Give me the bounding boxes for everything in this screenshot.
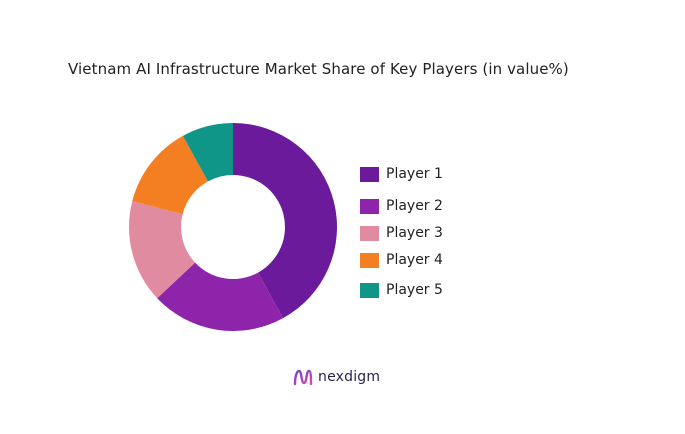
- legend-swatch: [360, 225, 379, 241]
- pie-slice-player-5: [182, 123, 233, 182]
- legend-item-player-5: Player 5: [360, 282, 443, 298]
- legend-item-player-1: Player 1: [360, 166, 443, 182]
- legend-swatch: [360, 198, 379, 214]
- legend-swatch: [360, 166, 379, 182]
- brand-logo: nexdigm: [292, 366, 380, 388]
- legend-item-player-2: Player 2: [360, 198, 443, 214]
- legend-label: Player 5: [386, 282, 443, 298]
- pie-slice-player-2: [157, 262, 284, 331]
- legend-label: Player 2: [386, 198, 443, 214]
- legend-label: Player 3: [386, 225, 443, 241]
- legend-item-player-3: Player 3: [360, 225, 443, 241]
- legend-swatch: [360, 252, 379, 268]
- brand-name: nexdigm: [318, 369, 381, 385]
- legend-label: Player 1: [386, 166, 443, 182]
- legend-label: Player 4: [386, 252, 443, 268]
- legend-item-player-4: Player 4: [360, 252, 443, 268]
- chart-title: Vietnam AI Infrastructure Market Share o…: [68, 60, 569, 78]
- legend-swatch: [360, 282, 379, 298]
- pie-slice-player-3: [129, 201, 196, 299]
- pie-slice-player-1: [233, 123, 337, 319]
- nexdigm-logo-icon: [293, 369, 313, 386]
- pie-slice-player-4: [132, 135, 208, 215]
